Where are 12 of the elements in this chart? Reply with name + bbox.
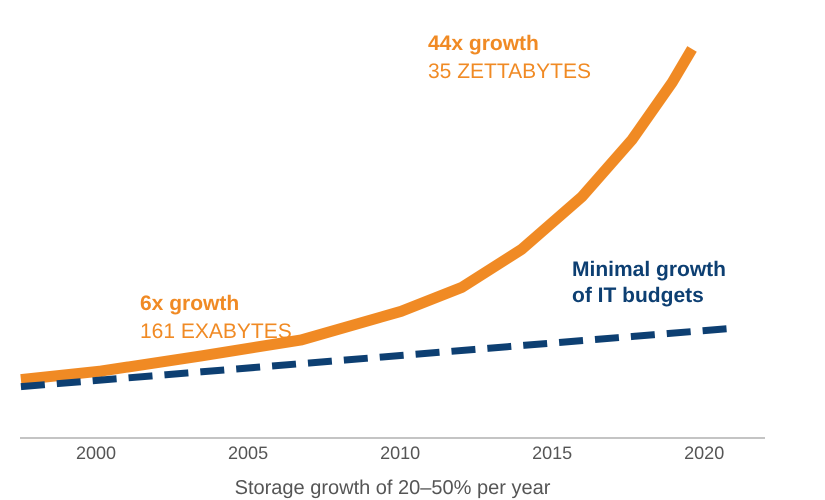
x-axis-title: Storage growth of 20–50% per year	[234, 477, 551, 499]
annotation: 35 ZETTABYTES	[428, 60, 591, 84]
annotation: 44x growth	[428, 32, 539, 56]
x-tick-label: 2000	[76, 442, 116, 463]
x-tick-label: 2020	[684, 442, 724, 463]
x-tick-label: 2015	[532, 442, 572, 463]
x-tick-label: 2010	[380, 442, 420, 463]
x-tick-label: 2005	[228, 442, 268, 463]
annotation: 161 EXABYTES	[140, 320, 292, 344]
annotation: of IT budgets	[572, 284, 704, 308]
annotation: 6x growth	[140, 292, 240, 316]
annotation: Minimal growth	[572, 258, 726, 282]
